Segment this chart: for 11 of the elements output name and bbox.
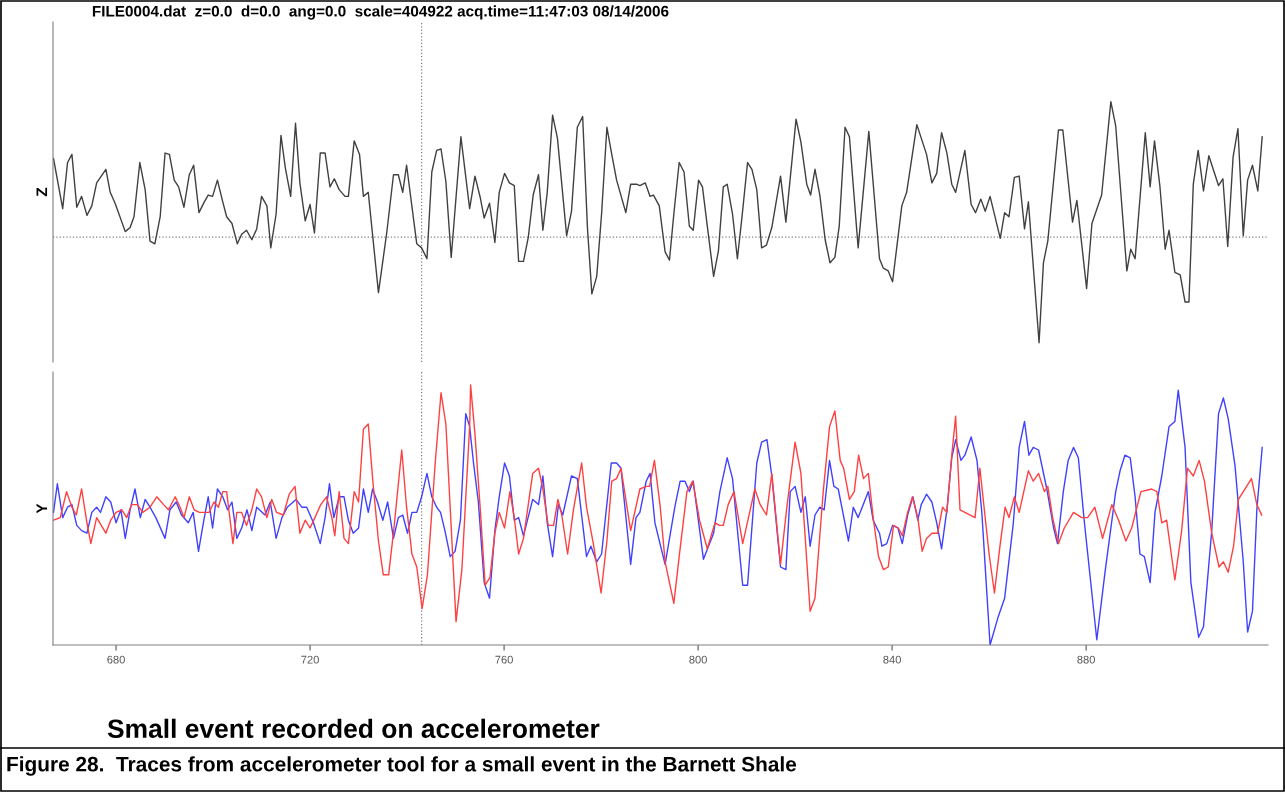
x-tick-label: 760	[495, 655, 513, 664]
y-axis-title: Z	[36, 187, 48, 197]
x-tick-label: 680	[107, 655, 125, 664]
chart-title: FILE0004.dat z=0.0 d=0.0 ang=0.0 scale=404922 acq.time=11:47:03 08/14/2006	[92, 5, 669, 20]
x-tick-label: 800	[689, 655, 707, 664]
x-tick-label: 880	[1077, 655, 1095, 664]
y-axis-title: Y	[36, 503, 48, 514]
x-tick-label: 720	[301, 655, 319, 664]
text: Small event recorded on accelerometer	[107, 718, 600, 739]
x-tick-label: 840	[883, 655, 901, 664]
caption: Figure 28. Traces from accelerometer tool for a small event in the Barnett Shale	[7, 756, 797, 776]
